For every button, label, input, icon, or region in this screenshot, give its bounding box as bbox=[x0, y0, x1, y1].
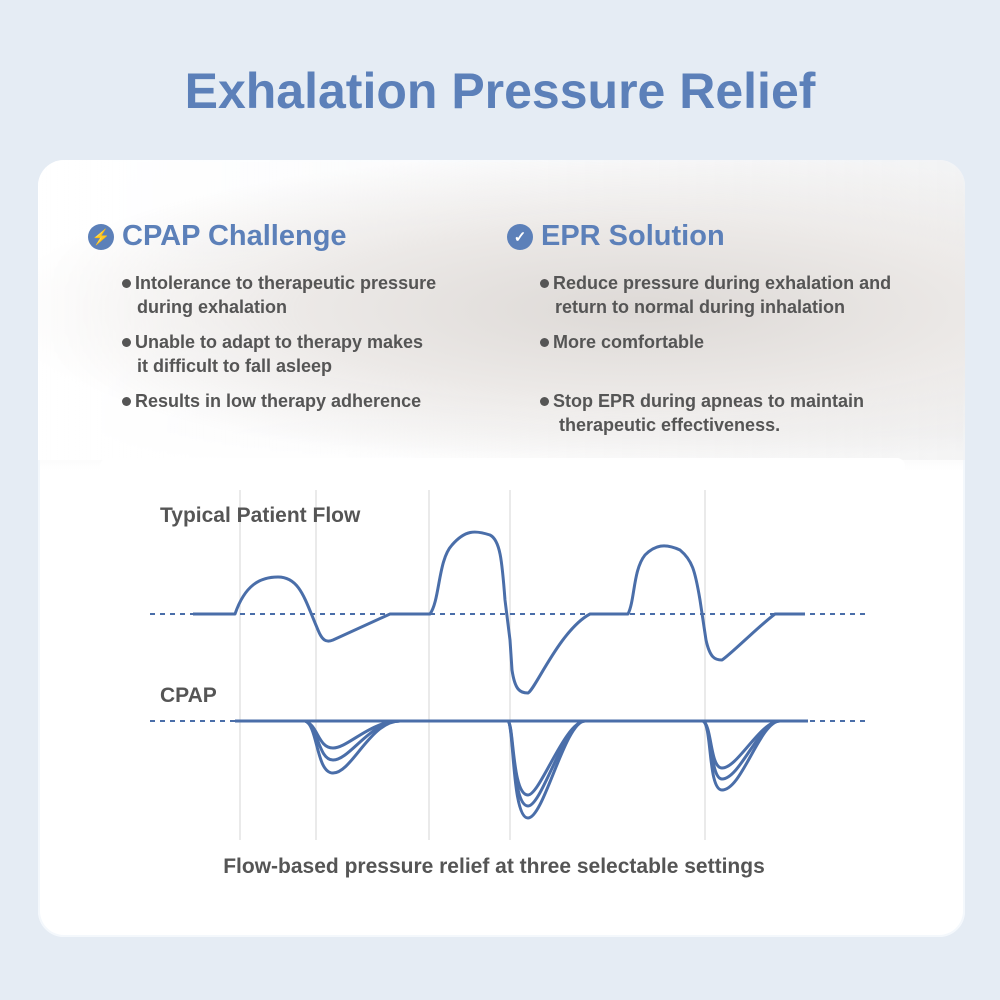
solution-heading: ✓ EPR Solution bbox=[507, 220, 725, 253]
epr-setting-3 bbox=[506, 719, 586, 820]
challenge-item: Results in low therapy adherence bbox=[122, 389, 421, 413]
challenge-heading-text: CPAP Challenge bbox=[122, 220, 347, 252]
time-gridlines bbox=[239, 490, 706, 840]
cpap-label: CPAP bbox=[160, 684, 217, 707]
solution-item: More comfortable bbox=[540, 330, 704, 354]
solution-item: Stop EPR during apneas to maintain therap… bbox=[540, 389, 864, 437]
flow-curve bbox=[193, 530, 805, 695]
challenge-item: Unable to adapt to therapy makes it diffi… bbox=[122, 330, 423, 378]
challenge-heading: ⚡ CPAP Challenge bbox=[88, 220, 347, 253]
solution-heading-text: EPR Solution bbox=[541, 220, 725, 252]
epr-setting-3 bbox=[304, 719, 401, 775]
challenge-item: Intolerance to therapeutic pressure durin… bbox=[122, 271, 436, 319]
lightning-icon: ⚡ bbox=[88, 223, 114, 250]
solution-item: Reduce pressure during exhalation and ret… bbox=[540, 271, 891, 319]
diagram-caption: Flow-based pressure relief at three sele… bbox=[223, 855, 765, 878]
flow-label: Typical Patient Flow bbox=[160, 504, 361, 527]
background-photo bbox=[38, 160, 965, 460]
page-title: Exhalation Pressure Relief bbox=[184, 63, 816, 119]
epr-setting-3 bbox=[701, 719, 781, 792]
diagram-panel bbox=[100, 458, 905, 898]
check-icon: ✓ bbox=[507, 223, 533, 250]
